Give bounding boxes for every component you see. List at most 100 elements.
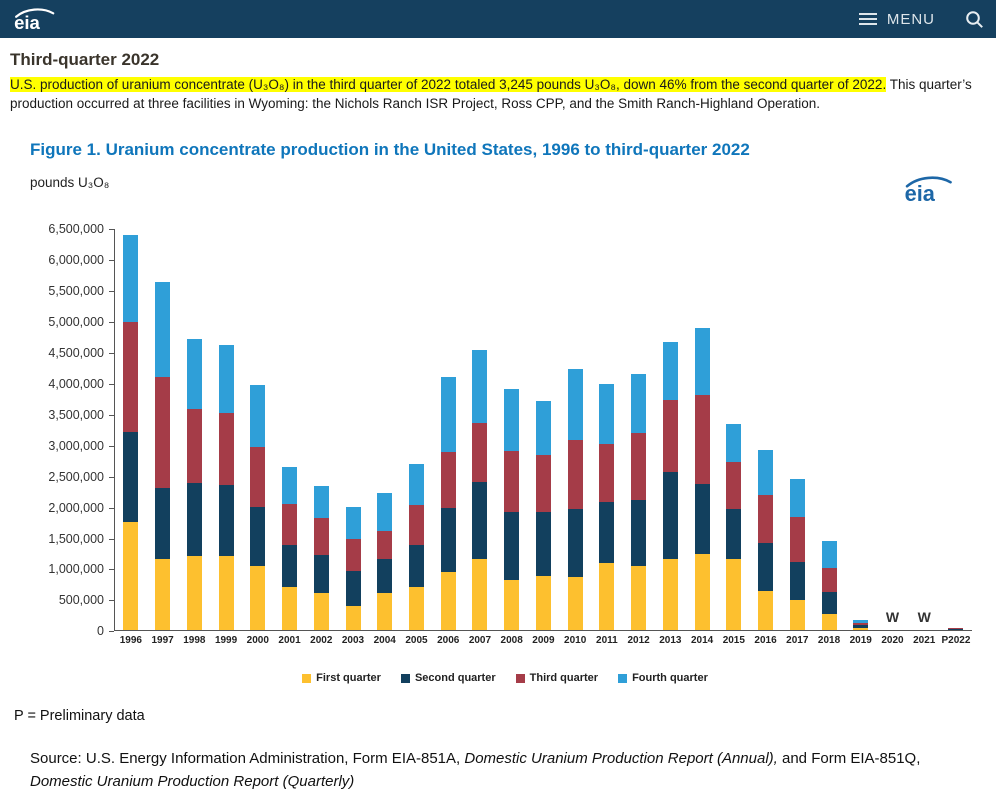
bar-column-2016	[750, 229, 782, 631]
bar-segment	[599, 444, 615, 503]
bar-column-2012	[623, 229, 655, 631]
bar-column-2019	[845, 229, 877, 631]
x-axis-tick-label: 2005	[405, 635, 428, 647]
bar-column-2007	[464, 229, 496, 631]
bar-segment	[123, 234, 139, 323]
bar-segment	[377, 593, 393, 631]
bar-segment	[694, 327, 710, 395]
bar-segment	[821, 614, 837, 631]
bar-segment	[440, 451, 456, 508]
y-axis-tick-label: 4,000,000	[48, 376, 104, 391]
bar-segment	[377, 531, 393, 560]
x-axis-tick-label: 2011	[596, 635, 618, 647]
bar-segment	[758, 543, 774, 592]
bar-column-2008	[496, 229, 528, 631]
hamburger-icon	[858, 13, 877, 25]
bar-segment	[186, 408, 202, 484]
bar-segment	[218, 412, 234, 485]
bar-segment	[726, 423, 742, 463]
bar-segment	[218, 485, 234, 557]
stacked-bar	[345, 506, 361, 631]
bar-segment	[123, 522, 139, 631]
x-axis-tick-label: 2001	[278, 635, 301, 647]
bar-segment	[948, 628, 964, 630]
bar-column-2006	[432, 229, 464, 631]
y-axis-tick-label: 1,500,000	[48, 531, 104, 546]
x-axis-tick-label: 1999	[214, 635, 238, 647]
y-axis-tick-label: 0	[97, 624, 104, 639]
bar-column-2018	[813, 229, 845, 631]
legend-swatch	[302, 673, 312, 683]
bar-segment	[250, 507, 266, 566]
bar-segment	[789, 517, 805, 563]
x-axis-labels: 1996 1997 1998 1999 2000 2001 2002 2003 2004 2005…	[115, 631, 972, 646]
bar-segment	[218, 345, 234, 413]
bar-segment	[535, 575, 551, 631]
stacked-bar	[186, 339, 202, 631]
bar-segment	[408, 587, 424, 631]
bar-column-P2022	[940, 229, 972, 631]
stacked-bar	[821, 541, 837, 631]
legend-item: Third quarter	[515, 672, 598, 684]
bar-segment	[345, 506, 361, 539]
search-button[interactable]	[965, 10, 984, 29]
bar-segment	[599, 502, 615, 563]
x-axis-tick-label: 2007	[468, 635, 492, 647]
bar-segment	[694, 483, 710, 555]
bar-column-2013	[654, 229, 686, 631]
bar-segment	[535, 454, 551, 513]
menu-button[interactable]: MENU	[858, 11, 935, 28]
stacked-bar	[250, 385, 266, 631]
x-axis-tick-label: 2004	[373, 635, 396, 647]
bar-column-2004	[369, 229, 401, 631]
bar-segment	[789, 600, 805, 631]
bar-segment	[535, 400, 551, 455]
y-axis-tick-mark	[109, 229, 114, 231]
bar-segment	[440, 376, 456, 452]
x-axis-tick-label: 2016	[754, 635, 777, 647]
bar-segment	[504, 389, 520, 451]
x-axis-tick-label: 2021	[913, 635, 936, 647]
y-axis-tick-mark	[109, 445, 114, 447]
x-axis-tick-label: 2012	[627, 635, 650, 647]
bar-column-2015	[718, 229, 750, 631]
legend-swatch	[400, 673, 410, 683]
bar-segment	[631, 499, 647, 566]
source-note: Source: U.S. Energy Information Administ…	[30, 748, 970, 793]
bar-segment	[948, 629, 964, 631]
bar-segment	[155, 376, 171, 489]
eia-logo[interactable]: eia	[12, 7, 56, 32]
eia-watermark-icon: eia	[905, 176, 952, 206]
stacked-bar-chart: 0 500,000 1,000,000 1,500,000 2,000,000 2,500…	[30, 222, 980, 638]
source-report-title: Domestic Uranium Production Report (Annu…	[464, 750, 778, 768]
y-axis-tick-mark	[109, 353, 114, 354]
bar-column-2020: W	[877, 229, 909, 630]
bar-segment	[377, 493, 393, 532]
x-axis-tick-label: P2022	[941, 635, 971, 647]
stacked-bar	[662, 341, 678, 631]
bar-segment	[155, 559, 171, 631]
bar-column-2021: W	[908, 229, 940, 630]
search-icon	[966, 10, 983, 28]
bar-column-1996	[115, 229, 147, 631]
bar-segment	[631, 433, 647, 500]
x-axis-tick-label: 2000	[246, 635, 269, 647]
bar-segment	[282, 587, 298, 631]
chart-legend: First quarter Second quarter Third quarter…	[30, 672, 980, 684]
bar-segment	[631, 566, 647, 631]
x-axis-tick-label: 2002	[310, 635, 333, 647]
bar-segment	[313, 554, 329, 594]
y-axis-tick-mark	[109, 260, 114, 262]
bar-segment	[408, 463, 424, 505]
bar-segment	[186, 483, 202, 557]
stacked-bar	[472, 349, 488, 631]
svg-text:eia: eia	[14, 12, 40, 32]
figure-title: Figure 1. Uranium concentrate production…	[30, 140, 750, 160]
stacked-bar	[758, 449, 774, 631]
bar-segment	[313, 517, 329, 555]
stacked-bar	[377, 493, 393, 631]
x-axis-tick-label: 2015	[722, 635, 745, 647]
y-axis-tick-label: 2,000,000	[48, 500, 104, 515]
bar-segment	[313, 485, 329, 518]
